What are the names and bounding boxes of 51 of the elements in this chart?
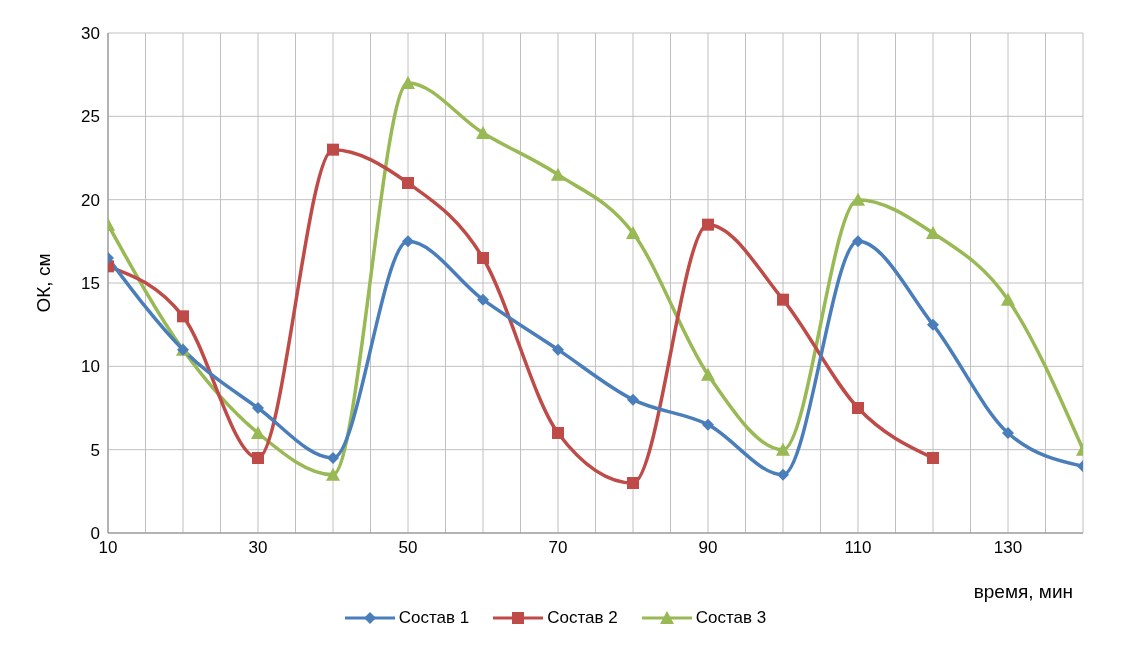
point xyxy=(852,402,864,414)
point xyxy=(477,252,489,264)
y-tick-label: 10 xyxy=(81,357,100,377)
point xyxy=(777,468,789,481)
legend-label: Состав 1 xyxy=(397,608,470,628)
point xyxy=(851,192,865,206)
y-tick-label: 15 xyxy=(81,274,100,294)
point xyxy=(702,218,714,231)
point xyxy=(1002,427,1014,439)
point xyxy=(776,442,790,456)
point xyxy=(252,452,264,464)
point xyxy=(852,235,864,248)
x-tick-label: 30 xyxy=(248,538,268,558)
x-tick-label: 70 xyxy=(548,538,568,558)
point xyxy=(627,393,639,406)
legend-label: Состав 2 xyxy=(546,608,618,628)
point xyxy=(927,318,939,331)
y-tick-label: 30 xyxy=(81,24,100,44)
point xyxy=(777,293,789,306)
point xyxy=(702,418,714,431)
point xyxy=(627,477,639,489)
y-tick-label: 20 xyxy=(81,190,100,210)
point xyxy=(326,467,340,481)
point xyxy=(327,143,339,156)
point xyxy=(251,426,265,439)
x-tick-label: 110 xyxy=(844,538,872,558)
y-tick-label: 25 xyxy=(81,107,100,127)
point xyxy=(476,126,490,139)
point xyxy=(402,177,414,189)
y-tick-label: 0 xyxy=(90,524,100,544)
point xyxy=(1001,292,1015,306)
point xyxy=(402,235,414,248)
x-tick-label: 90 xyxy=(698,538,718,558)
point xyxy=(177,310,189,323)
point xyxy=(552,427,564,439)
point xyxy=(626,226,640,239)
point xyxy=(327,452,339,464)
point xyxy=(401,76,415,89)
y-axis-title: ОК, см xyxy=(32,253,54,313)
y-tick-label: 5 xyxy=(90,440,100,460)
legend-label: Состав 3 xyxy=(694,608,767,628)
point xyxy=(927,452,939,464)
x-tick-label: 50 xyxy=(398,538,418,558)
x-axis-title: время, мин xyxy=(973,581,1073,602)
point xyxy=(477,293,489,306)
point xyxy=(252,402,264,414)
point xyxy=(552,343,564,356)
point xyxy=(701,367,715,381)
point xyxy=(926,226,940,239)
x-tick-label: 130 xyxy=(993,538,1023,558)
point xyxy=(551,167,565,181)
